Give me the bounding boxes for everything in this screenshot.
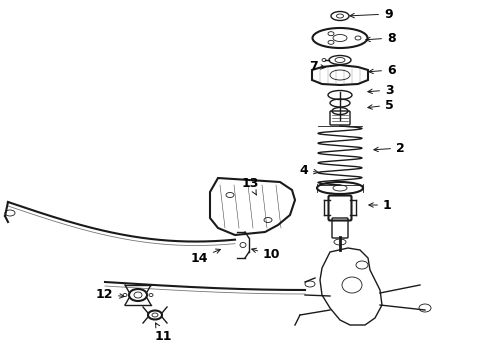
Text: 13: 13 <box>241 176 259 195</box>
Text: 10: 10 <box>252 248 280 261</box>
Text: 11: 11 <box>154 323 172 342</box>
Text: 8: 8 <box>366 32 395 45</box>
Text: 4: 4 <box>299 163 318 176</box>
Text: 5: 5 <box>368 99 394 112</box>
Text: 1: 1 <box>369 198 392 212</box>
Text: 7: 7 <box>309 59 325 72</box>
Text: 14: 14 <box>191 249 220 265</box>
Text: 2: 2 <box>374 141 405 154</box>
Text: 3: 3 <box>368 84 393 96</box>
Text: 12: 12 <box>96 288 124 301</box>
Text: 9: 9 <box>350 8 392 21</box>
Text: 6: 6 <box>369 63 395 77</box>
